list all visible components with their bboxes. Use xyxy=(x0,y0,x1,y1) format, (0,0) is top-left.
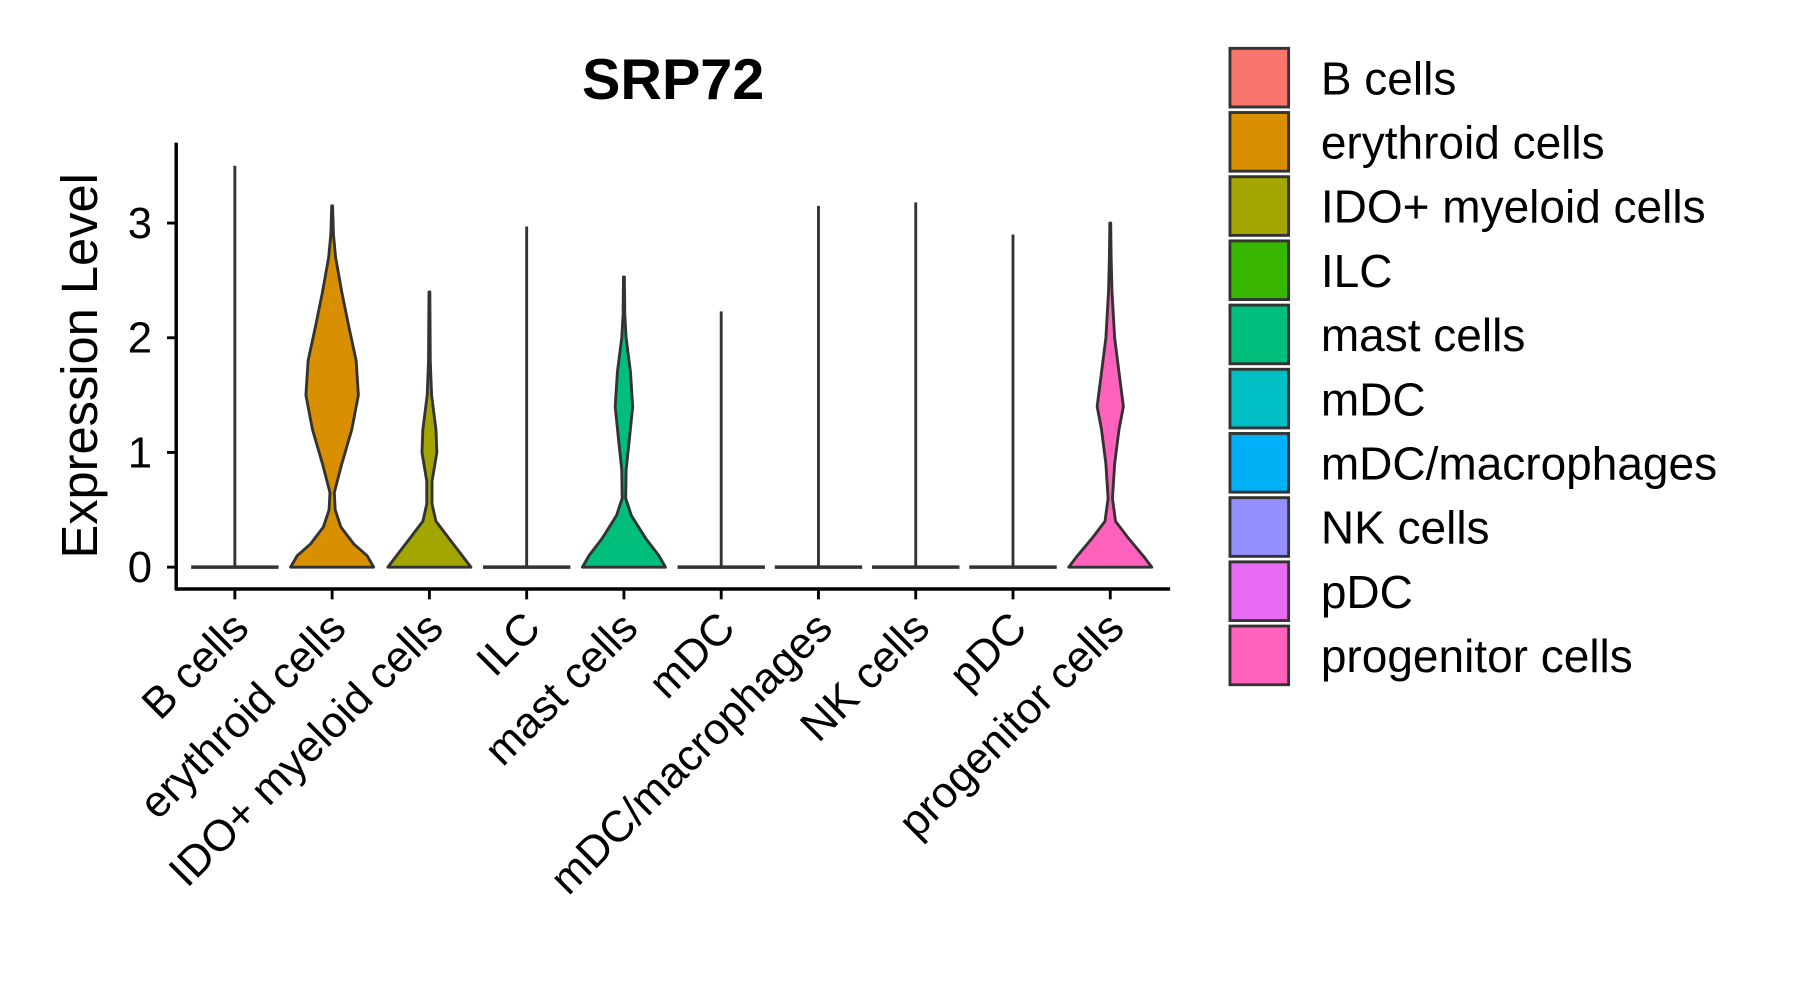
legend-item: mDC/macrophages xyxy=(1228,432,1717,494)
legend-label: ILC xyxy=(1321,245,1393,297)
violin-group xyxy=(482,226,571,569)
y-tick-label: 1 xyxy=(128,428,152,477)
legend-label: B cells xyxy=(1321,52,1456,104)
violins xyxy=(191,165,1154,569)
legend-swatch xyxy=(1228,367,1291,430)
legend-item: erythroid cells xyxy=(1228,111,1605,173)
legend-label: IDO+ myeloid cells xyxy=(1321,181,1706,233)
violin-body xyxy=(289,204,376,569)
legend-swatch xyxy=(1228,46,1291,109)
legend-label: NK cells xyxy=(1321,502,1490,554)
legend-item: mast cells xyxy=(1228,303,1525,366)
legend-item: ILC xyxy=(1228,239,1393,302)
legend-swatch xyxy=(1228,303,1291,366)
legend: B cells erythroid cells IDO+ myeloid cells… xyxy=(1228,46,1717,687)
chart-title: SRP72 xyxy=(582,48,764,112)
violin-body xyxy=(386,290,473,569)
violin-body xyxy=(580,275,667,569)
legend-swatch xyxy=(1228,239,1291,302)
violin-group xyxy=(1067,221,1154,569)
legend-label: mast cells xyxy=(1321,309,1525,361)
violin-group xyxy=(969,234,1057,569)
legend-item: NK cells xyxy=(1228,496,1490,558)
legend-swatch xyxy=(1228,432,1291,494)
x-tick-label: ILC xyxy=(467,603,550,686)
violin-group xyxy=(289,204,376,569)
legend-swatch xyxy=(1228,111,1291,173)
violin-group xyxy=(191,165,279,569)
legend-swatch xyxy=(1228,175,1291,237)
violin-body xyxy=(1067,221,1154,569)
y-ticks: 0 1 2 3 xyxy=(128,199,177,592)
violin-group xyxy=(580,275,667,569)
legend-label: progenitor cells xyxy=(1321,630,1633,682)
legend-swatch xyxy=(1228,560,1291,622)
y-axis-title: Expression Level xyxy=(51,173,108,558)
violin-group xyxy=(774,205,863,569)
violin-group xyxy=(677,311,765,569)
legend-swatch xyxy=(1228,624,1291,687)
legend-item: progenitor cells xyxy=(1228,624,1633,687)
legend-label: mDC xyxy=(1321,373,1426,425)
legend-label: mDC/macrophages xyxy=(1321,437,1717,489)
y-tick-label: 0 xyxy=(128,543,152,592)
legend-item: B cells xyxy=(1228,46,1456,109)
violin-group xyxy=(872,202,960,569)
y-tick-label: 2 xyxy=(128,314,152,363)
legend-label: erythroid cells xyxy=(1321,117,1605,169)
legend-item: IDO+ myeloid cells xyxy=(1228,175,1706,237)
legend-swatch xyxy=(1228,496,1291,558)
legend-item: pDC xyxy=(1228,560,1413,622)
y-tick-label: 3 xyxy=(128,199,152,248)
legend-label: pDC xyxy=(1321,566,1413,618)
violin-group xyxy=(386,290,473,569)
legend-item: mDC xyxy=(1228,367,1426,430)
